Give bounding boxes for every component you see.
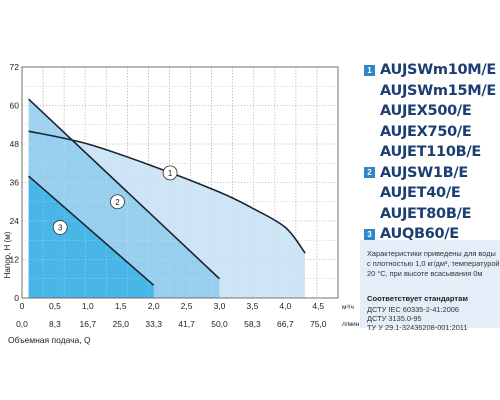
x-tick-label-top: 2,5	[181, 301, 193, 311]
series-marker-label-3: 3	[58, 223, 63, 232]
legend-item: 2 AUJSW1B/E	[364, 163, 500, 184]
legend-item: AUJEX500/E	[364, 101, 500, 122]
plot-frame	[21, 66, 339, 299]
legend-model-name: AUJSWm15M/E	[380, 82, 496, 99]
x-tick-label-bottom: 58,3	[244, 319, 261, 329]
legend-badge-spacer	[364, 147, 375, 158]
x-units-bottom: л/мин	[342, 321, 360, 328]
legend: 1 AUJSWm10M/E AUJSWm15M/E AUJEX500/E AUJEX75…	[364, 60, 500, 245]
series-marker-label-1: 1	[168, 169, 173, 178]
y-axis-label: Напор, Н (м)	[3, 231, 12, 278]
legend-item: AUJEX750/E	[364, 122, 500, 143]
x-tick-label-top: 0	[20, 301, 25, 311]
series-marker-3	[52, 220, 68, 235]
standard-2: ДСТУ 3135.0-95	[367, 314, 422, 323]
standards-title: Соответствует стандартам	[367, 294, 468, 303]
x-tick-label-bottom: 66,7	[277, 319, 294, 329]
y-tick-label: 12	[10, 255, 20, 265]
x-axis-label: Объемная подача, Q	[8, 335, 91, 345]
series-marker-1	[162, 165, 178, 181]
y-tick-label: 36	[10, 178, 20, 188]
legend-item: AUJET110B/E	[364, 142, 500, 163]
legend-badge-spacer	[364, 106, 375, 117]
x-tick-label-top: 4,0	[279, 301, 291, 311]
legend-item: AUJET40/E	[364, 183, 500, 204]
y-tick-label: 60	[10, 101, 20, 111]
series-line-2	[28, 98, 221, 280]
x-tick-label-bottom: 50,0	[211, 319, 228, 329]
y-tick-label: 48	[10, 139, 20, 149]
legend-item: AUJSWm15M/E	[364, 81, 500, 102]
x-tick-label-top: 1,0	[82, 301, 94, 311]
legend-model-name: AUJEX500/E	[380, 103, 472, 120]
legend-model-name: AUJET40/E	[380, 185, 461, 202]
x-tick-label-bottom: 33,3	[145, 319, 162, 329]
x-tick-label-top: 1,5	[115, 301, 127, 311]
x-tick-label-bottom: 75,0	[310, 319, 327, 329]
legend-badge-spacer	[364, 208, 375, 219]
x-units-top: м³/ч	[342, 304, 354, 311]
y-tick-label: 24	[10, 216, 20, 226]
legend-model-name: AUJEX750/E	[380, 123, 472, 140]
legend-model-name: AUJET110B/E	[380, 144, 481, 161]
x-tick-label-bottom: 0,0	[16, 319, 28, 329]
info-line-3: 20 °С, при высоте всасывания 0м	[367, 269, 483, 278]
x-tick-label-bottom: 25,0	[112, 319, 129, 329]
legend-badge: 1	[364, 64, 375, 76]
legend-item: 3 AUQB60/E	[364, 224, 500, 245]
legend-item: 1 AUJSWm10M/E	[364, 60, 500, 81]
series-marker-label-2: 2	[115, 198, 120, 207]
x-tick-label-top: 3,0	[214, 301, 226, 311]
series-line-3	[28, 175, 155, 286]
x-tick-label-bottom: 8,3	[49, 319, 61, 329]
info-line-2: с плотностью 1,0 кг/дм³, температурой	[367, 259, 500, 268]
x-tick-label-top: 4,5	[312, 301, 324, 311]
info-line-1: Характеристики приведены для воды	[367, 249, 496, 258]
series-area-3	[28, 176, 154, 298]
series-line-1	[28, 130, 306, 254]
y-tick-label: 72	[10, 62, 20, 72]
x-tick-label-top: 2,0	[148, 301, 160, 311]
legend-model-name: AUJSWm10M/E	[380, 62, 496, 79]
standard-1: ДСТУ IEC 60335-2-41:2006	[367, 305, 460, 314]
legend-badge: 3	[364, 228, 375, 240]
x-tick-label-top: 3,5	[247, 301, 259, 311]
y-tick-label: 0	[14, 293, 19, 303]
legend-model-name: AUJET80B/E	[380, 205, 472, 222]
legend-badge-spacer	[364, 126, 375, 137]
legend-badge-spacer	[364, 188, 375, 199]
x-tick-label-bottom: 16,7	[80, 319, 97, 329]
x-tick-label-top: 0,5	[49, 301, 61, 311]
x-tick-label-bottom: 41,7	[178, 319, 195, 329]
legend-item: AUJET80B/E	[364, 204, 500, 225]
legend-badge-spacer	[364, 85, 375, 96]
series-marker-2	[110, 194, 125, 210]
info-box	[360, 240, 500, 328]
legend-badge: 2	[364, 167, 375, 179]
legend-model-name: AUJSW1B/E	[380, 164, 469, 181]
standard-3: ТУ У 29.1-32436208-001:2011	[367, 323, 468, 332]
legend-model-name: AUQB60/E	[380, 226, 459, 243]
